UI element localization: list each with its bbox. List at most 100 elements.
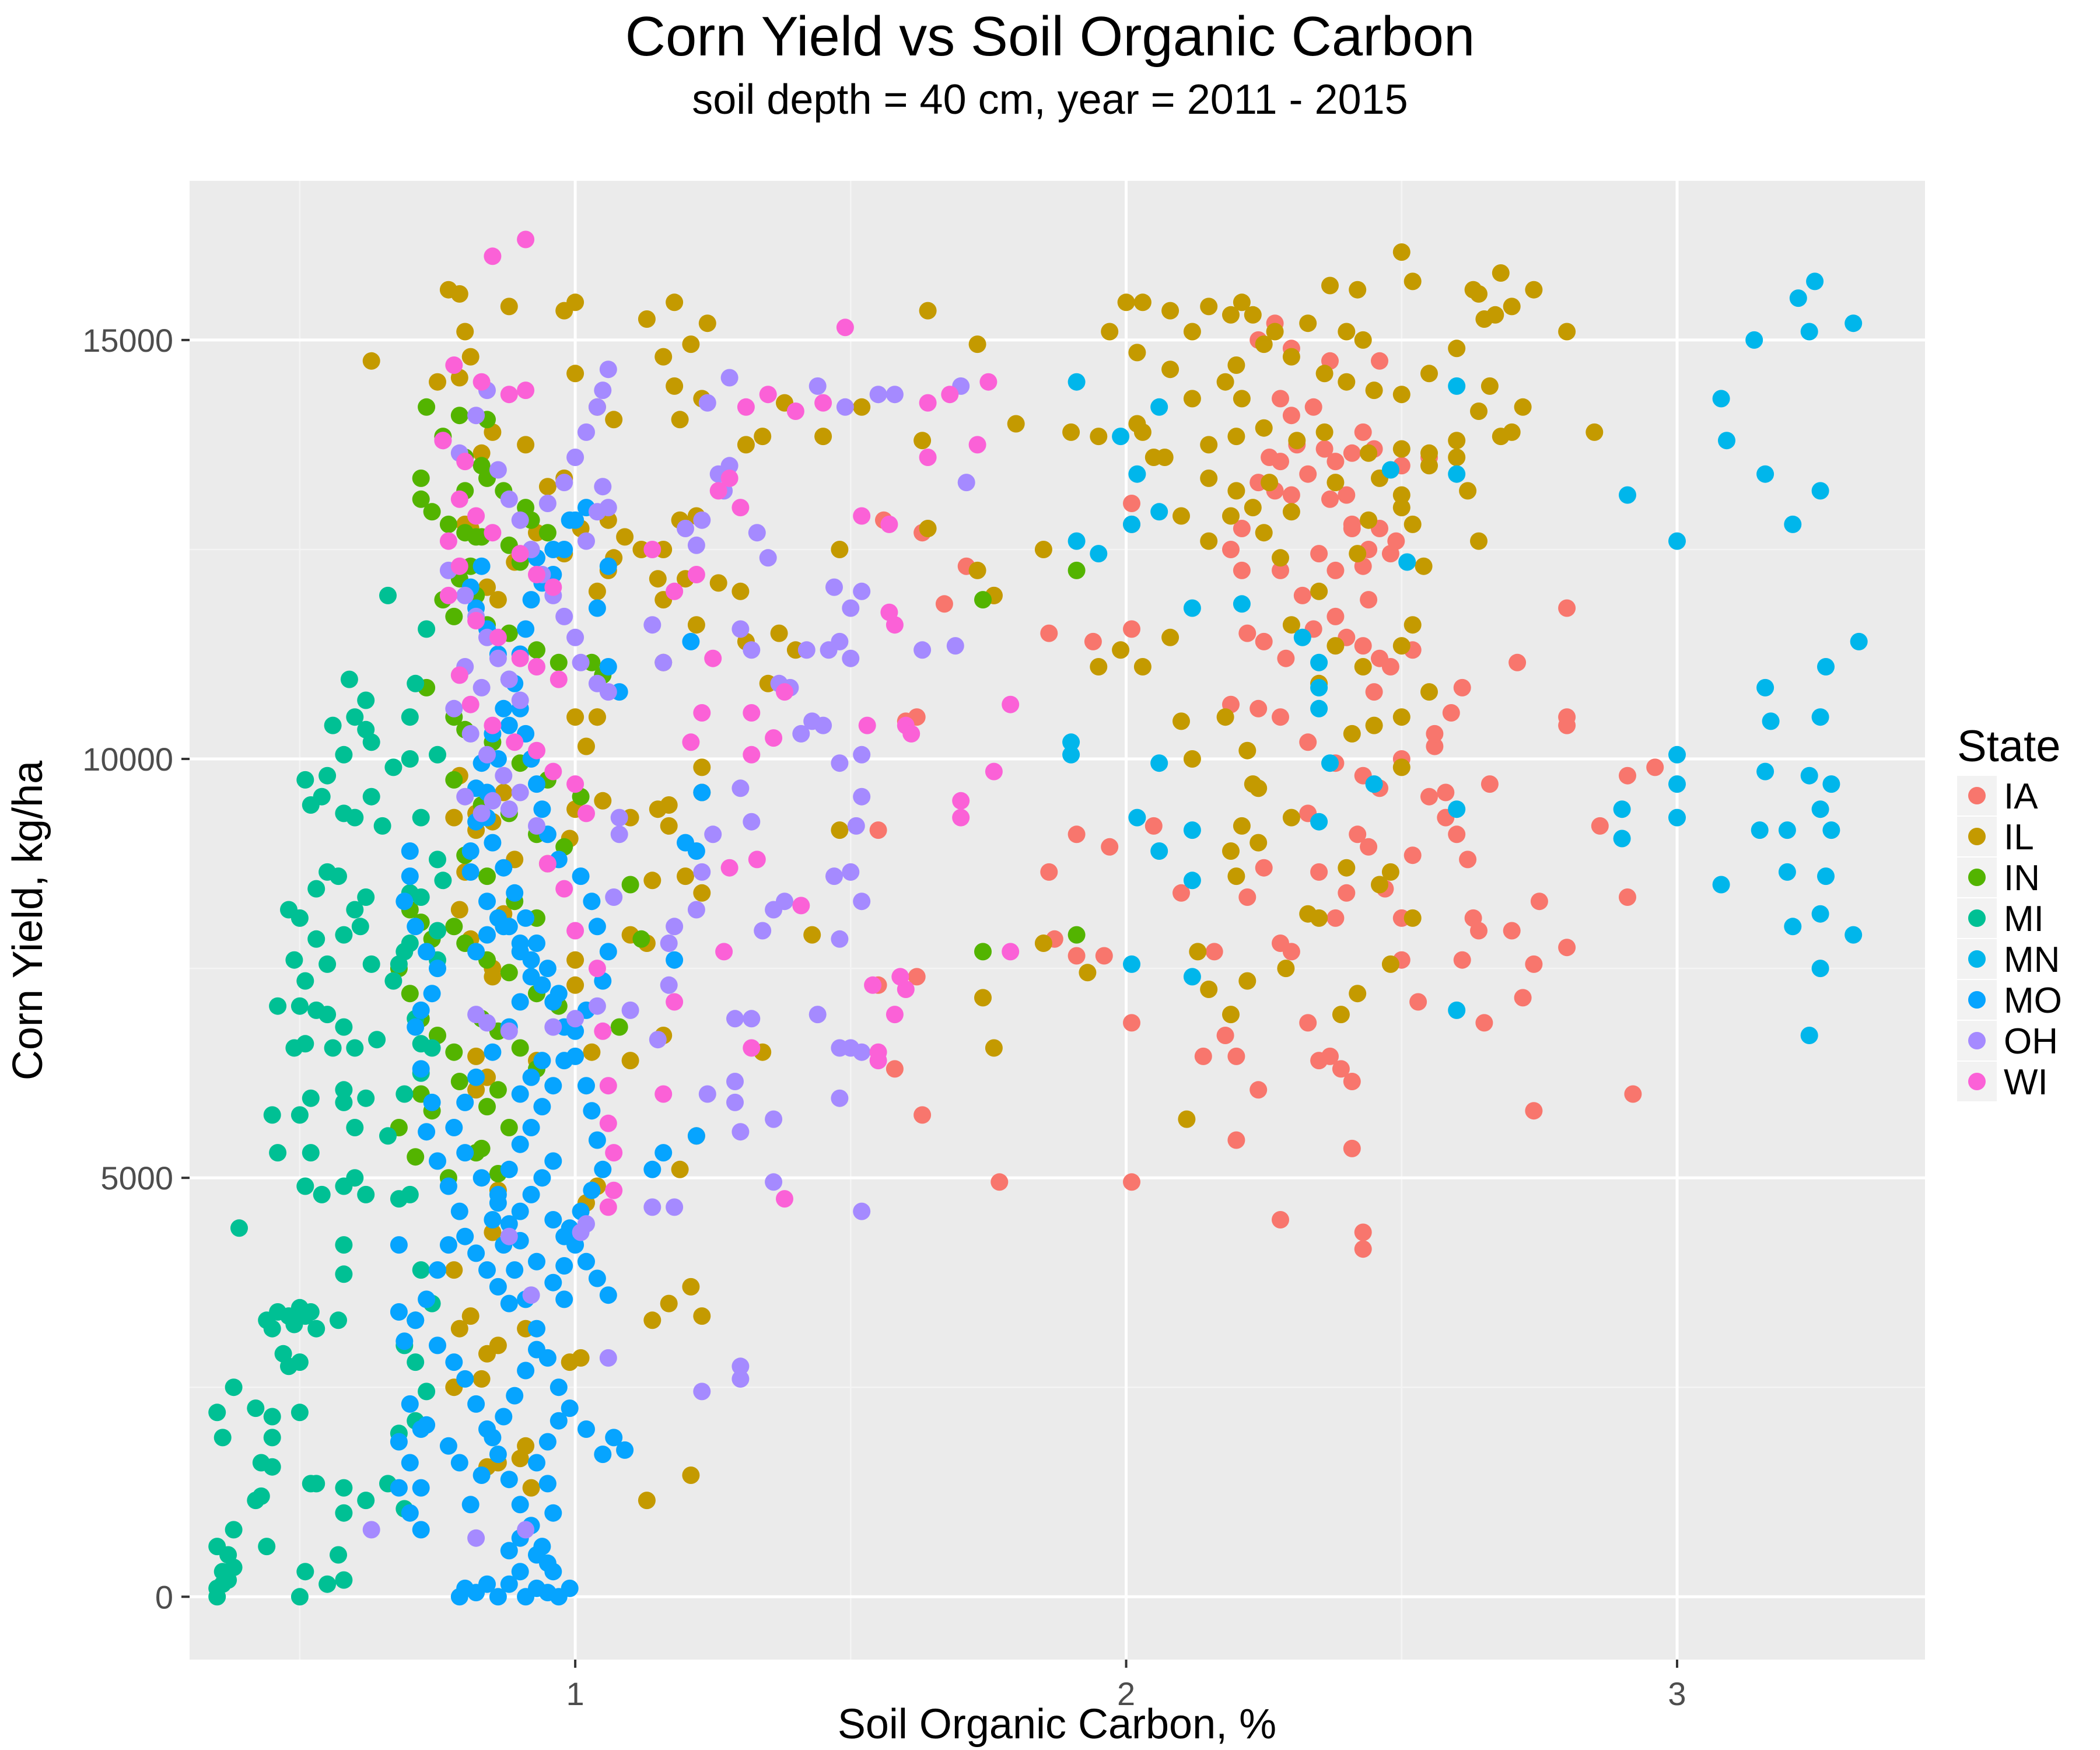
data-point: [759, 386, 777, 404]
data-point: [1806, 272, 1824, 290]
data-point: [467, 1244, 485, 1262]
data-point: [825, 867, 843, 886]
data-point: [346, 1039, 364, 1057]
data-point: [208, 1404, 226, 1422]
data-point: [528, 741, 545, 760]
data-point: [1503, 423, 1521, 441]
data-point: [808, 377, 827, 395]
data-point: [1756, 762, 1774, 780]
data-point: [578, 1420, 595, 1438]
data-point: [1817, 867, 1835, 886]
data-point: [743, 746, 761, 764]
data-point: [1068, 926, 1086, 944]
data-point: [1392, 708, 1410, 726]
data-point: [511, 1450, 529, 1468]
data-point: [1354, 658, 1372, 676]
data-point: [478, 1575, 496, 1593]
legend-swatch: [1968, 909, 1986, 927]
data-point: [1360, 591, 1378, 609]
data-point: [357, 1492, 375, 1510]
data-point: [588, 1269, 606, 1287]
legend-label: IA: [2004, 776, 2038, 817]
data-point: [743, 704, 761, 722]
data-point: [682, 632, 700, 650]
data-point: [1172, 884, 1190, 902]
data-point: [1156, 449, 1174, 466]
data-point: [1062, 733, 1080, 751]
data-point: [1227, 867, 1245, 886]
data-point: [825, 578, 843, 596]
data-point: [687, 1127, 705, 1145]
data-point: [307, 1320, 326, 1338]
data-point: [538, 960, 556, 978]
data-point: [1068, 532, 1086, 550]
data-point: [1338, 859, 1356, 877]
data-point: [605, 411, 623, 429]
data-point: [550, 1378, 568, 1396]
data-point: [599, 1286, 617, 1304]
data-point: [401, 1454, 419, 1472]
data-point: [1183, 390, 1201, 408]
data-point: [533, 1538, 551, 1556]
data-point: [1668, 532, 1686, 550]
data-point: [566, 1047, 584, 1065]
data-point: [280, 1307, 298, 1325]
data-point: [445, 1261, 463, 1279]
data-point: [649, 1031, 667, 1049]
data-point: [682, 733, 700, 751]
data-point: [407, 918, 425, 936]
data-point: [1404, 616, 1422, 634]
legend-swatch: [1968, 869, 1986, 886]
data-point: [1453, 951, 1471, 969]
data-point: [566, 976, 584, 994]
y-axis-ticks: 0 5000 10000 15000: [82, 322, 190, 1615]
data-point: [533, 1098, 551, 1116]
data-point: [1326, 453, 1345, 471]
data-point: [1415, 557, 1433, 575]
data-point: [484, 247, 502, 265]
data-point: [1084, 632, 1102, 650]
data-point: [1161, 628, 1180, 646]
data-point: [401, 1504, 419, 1522]
data-point: [1525, 1102, 1543, 1120]
data-point: [1426, 724, 1444, 743]
data-point: [517, 1521, 535, 1539]
data-point: [1194, 1047, 1212, 1065]
data-point: [439, 586, 457, 604]
data-point: [473, 678, 491, 696]
data-point: [605, 1144, 623, 1162]
data-point: [407, 1148, 425, 1166]
data-point: [1216, 708, 1234, 726]
data-point: [1150, 398, 1168, 416]
data-point: [748, 850, 766, 869]
data-point: [445, 1119, 463, 1136]
legend-label: MI: [2004, 899, 2044, 939]
data-point: [296, 1035, 314, 1053]
data-point: [1123, 1014, 1140, 1032]
data-point: [1244, 306, 1262, 324]
data-point: [698, 314, 716, 332]
data-point: [831, 930, 849, 948]
data-point: [258, 1538, 276, 1556]
data-point: [544, 1018, 562, 1036]
chart-title: Corn Yield vs Soil Organic Carbon: [625, 5, 1475, 68]
data-point: [1200, 298, 1218, 316]
data-point: [726, 1010, 744, 1028]
data-point: [285, 951, 303, 969]
data-point: [467, 1529, 485, 1547]
data-point: [572, 653, 590, 671]
data-point: [864, 976, 882, 994]
data-point: [495, 766, 513, 785]
data-point: [445, 918, 463, 936]
data-point: [1392, 499, 1410, 517]
data-point: [522, 1068, 540, 1086]
data-point: [1338, 486, 1356, 504]
data-point: [1354, 331, 1372, 349]
data-point: [1068, 373, 1086, 391]
data-point: [666, 377, 684, 395]
data-point: [1255, 419, 1273, 437]
data-point: [914, 432, 932, 450]
data-point: [671, 1160, 689, 1178]
data-point: [511, 1135, 529, 1153]
data-point: [1817, 658, 1835, 676]
